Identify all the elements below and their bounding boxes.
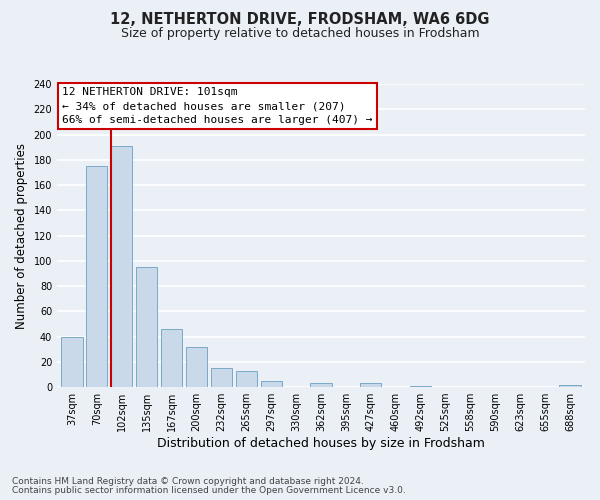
Text: Size of property relative to detached houses in Frodsham: Size of property relative to detached ho… bbox=[121, 28, 479, 40]
Bar bbox=[559, 384, 581, 387]
Bar bbox=[86, 166, 107, 387]
Bar bbox=[111, 146, 133, 387]
Bar bbox=[186, 346, 207, 387]
X-axis label: Distribution of detached houses by size in Frodsham: Distribution of detached houses by size … bbox=[157, 437, 485, 450]
Bar bbox=[360, 384, 382, 387]
Bar bbox=[260, 381, 282, 387]
Bar bbox=[236, 370, 257, 387]
Y-axis label: Number of detached properties: Number of detached properties bbox=[15, 142, 28, 328]
Text: Contains HM Land Registry data © Crown copyright and database right 2024.: Contains HM Land Registry data © Crown c… bbox=[12, 477, 364, 486]
Text: 12, NETHERTON DRIVE, FRODSHAM, WA6 6DG: 12, NETHERTON DRIVE, FRODSHAM, WA6 6DG bbox=[110, 12, 490, 28]
Bar bbox=[410, 386, 431, 387]
Bar bbox=[61, 336, 83, 387]
Text: 12 NETHERTON DRIVE: 101sqm
← 34% of detached houses are smaller (207)
66% of sem: 12 NETHERTON DRIVE: 101sqm ← 34% of deta… bbox=[62, 87, 373, 125]
Bar bbox=[310, 384, 332, 387]
Bar bbox=[136, 267, 157, 387]
Bar bbox=[161, 329, 182, 387]
Text: Contains public sector information licensed under the Open Government Licence v3: Contains public sector information licen… bbox=[12, 486, 406, 495]
Bar bbox=[211, 368, 232, 387]
